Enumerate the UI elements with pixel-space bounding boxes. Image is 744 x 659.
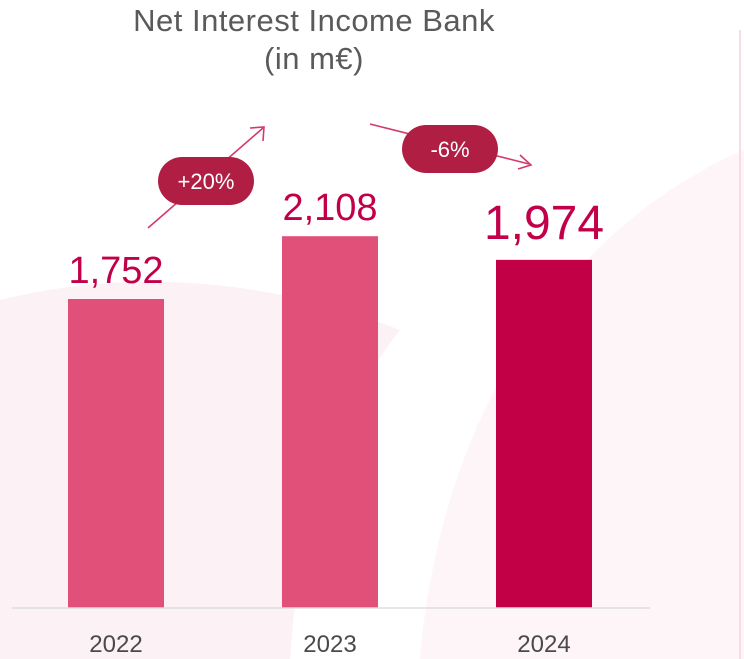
bar-2022 [68,299,164,608]
down-arrow-head-icon [517,154,533,170]
growth-pill [158,157,254,205]
bar-2024 [496,259,592,608]
data-label-2022: 1,752 [68,250,163,292]
up-arrow-head-icon [249,126,265,142]
x-tick-label-2024: 2024 [517,631,570,658]
bar-2023 [282,236,378,608]
decline-pill [402,125,498,173]
decline-annotation-2023-2024: -6% [369,123,533,173]
bars-group [68,236,592,608]
data-label-2023: 2,108 [282,187,377,229]
x-tick-label-2023: 2023 [303,631,356,658]
growth-pill-label: +20% [178,169,235,194]
chart-title: Net Interest Income Bank [133,3,495,38]
decline-pill-label: -6% [430,137,469,162]
x-tick-label-2022: 2022 [89,631,142,658]
chart-subtitle: (in m€) [264,41,364,76]
data-label-2024: 1,974 [484,197,604,250]
growth-annotation-2022-2023: +20% [147,126,265,229]
